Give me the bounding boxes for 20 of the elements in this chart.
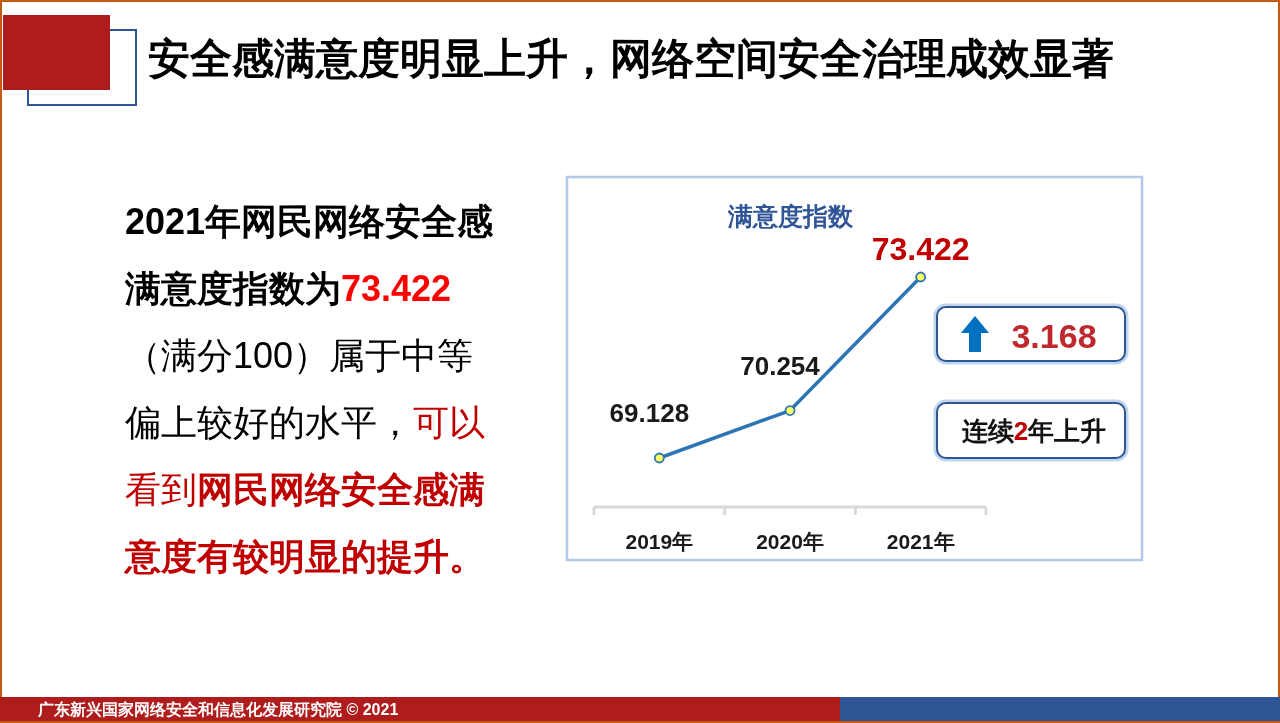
text: 2021年网民网络安全感 [125, 200, 494, 244]
data-label: 73.422 [871, 231, 970, 267]
text: 意度有较明显的提升。 [125, 535, 485, 579]
data-label: 69.128 [609, 398, 690, 428]
text: 可以 [413, 401, 485, 445]
x-tick-label: 2019年 [625, 529, 694, 553]
text: 网民网络安全感满 [197, 468, 485, 512]
x-tick-label: 2020年 [756, 529, 824, 553]
text: 3.168 [1011, 317, 1097, 355]
chart-subtitle: 满意度指数 [726, 202, 854, 230]
text: 看到 [125, 468, 197, 512]
text: （满分100）属于中等 [125, 334, 474, 378]
text: 广东新兴国家网络安全和信息化发展研究院 © 2021 [37, 699, 399, 718]
chart-title: 安全感满意度明显上升，网络空间安全治理成效显著 [148, 34, 1114, 82]
text: 73.422 [341, 267, 452, 311]
annotation: 连续2年上升 [960, 416, 1107, 446]
text: 偏上较好的水平， [125, 401, 413, 445]
data-label: 70.254 [740, 350, 821, 381]
text: 满意度指数为 [125, 267, 341, 311]
x-tick-label: 2021年 [886, 529, 955, 553]
